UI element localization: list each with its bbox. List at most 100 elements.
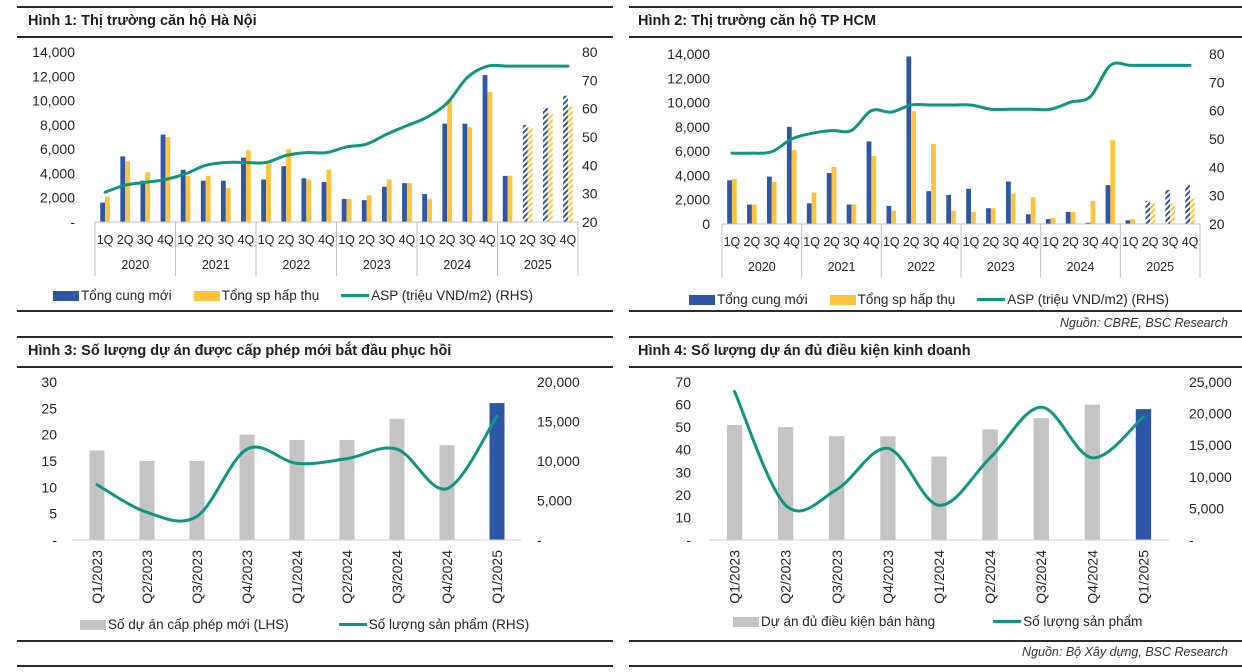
x-tick-quarter: Q3/2024 (1033, 550, 1049, 604)
bar-absorbed (266, 163, 271, 222)
bar-absorbed (125, 161, 131, 222)
bar-supply (966, 188, 971, 224)
bar-absorbed (427, 198, 432, 222)
x-tick-year: 2022 (907, 260, 935, 274)
legend-item-products: Số lượng sản phẩm (993, 614, 1142, 629)
x-tick-quarter: 4Q (399, 233, 416, 247)
bar-supply (563, 95, 568, 222)
x-tick-quarter: 2Q (744, 235, 761, 249)
y-tick-left: 10,000 (667, 95, 710, 111)
x-tick-quarter: 1Q (1122, 235, 1139, 249)
bar-supply (482, 75, 488, 222)
bar (89, 450, 105, 540)
y-tick-left: 0 (702, 216, 710, 232)
x-tick-quarter: 4Q (479, 233, 496, 247)
x-tick-year: 2025 (1146, 260, 1174, 274)
x-tick-quarter: 1Q (724, 235, 741, 249)
fig2-title: Hình 2: Thị trường căn hộ TP HCM (638, 13, 877, 29)
source-cbre: Nguồn: CBRE, BSC Research (1059, 316, 1228, 330)
x-tick-quarter: Q1/2023 (89, 550, 105, 604)
fig1-bottom-rule (17, 310, 613, 312)
legend-label: Tổng cung mới (717, 292, 808, 307)
y-tick-left: 15 (41, 453, 57, 469)
bar-supply (542, 107, 548, 222)
bar-supply (866, 141, 872, 224)
x-tick-quarter: Q1/2025 (489, 550, 505, 604)
x-tick-quarter: Q1/2024 (289, 550, 305, 604)
x-tick-quarter: 1Q (963, 235, 980, 249)
legend-swatch-blue (53, 290, 79, 301)
fig3-legend: Số dự án cấp phép mới (LHS) Số lượng sản… (80, 617, 551, 632)
y-tick-right: 30 (582, 186, 598, 202)
y-tick-right: 70 (1209, 74, 1225, 90)
bar-absorbed (1050, 217, 1056, 224)
bar-absorbed (105, 196, 110, 222)
bar-supply (241, 157, 246, 222)
bar-supply (1145, 200, 1151, 224)
y-tick-left: 6,000 (675, 143, 710, 159)
y-tick-left: 14,000 (667, 46, 710, 62)
bar-absorbed (931, 143, 936, 224)
x-tick-quarter: 2Q (439, 233, 456, 247)
legend-label: ASP (triệu VND/m2) (RHS) (1007, 292, 1170, 307)
bar-absorbed (791, 149, 797, 224)
products-line (95, 414, 499, 523)
bar (439, 445, 455, 540)
x-tick-quarter: Q4/2024 (439, 550, 455, 604)
bar-supply (160, 134, 166, 222)
x-tick-quarter: Q2/2024 (339, 550, 355, 604)
bar-supply (261, 179, 267, 222)
legend-swatch-blue (689, 294, 715, 305)
bar-absorbed (951, 210, 956, 224)
legend-item-supply: Tổng cung mới (53, 288, 172, 303)
y-tick-left: 2,000 (40, 190, 75, 206)
x-tick-year: 2025 (524, 258, 552, 272)
top-rule-right (629, 6, 1242, 8)
fig4-title: Hình 4: Số lượng dự án đủ điều kiện kinh… (638, 343, 971, 359)
legend-item-eligible: Dự án đủ điều kiện bán hàng (733, 614, 935, 629)
bar-absorbed (386, 179, 392, 222)
legend-swatch-gray (80, 619, 106, 630)
x-tick-quarter: Q1/2023 (727, 550, 743, 604)
bar-absorbed (1130, 219, 1136, 224)
x-tick-quarter: Q4/2023 (880, 550, 896, 604)
fig1-title: Hình 1: Thị trường căn hộ Hà Nội (28, 13, 257, 29)
y-tick-left: 8,000 (675, 119, 710, 135)
y-tick-left: 14,000 (32, 44, 75, 60)
bar-supply (422, 194, 428, 222)
y-tick-left: 30 (675, 464, 691, 480)
bar-absorbed (1070, 211, 1076, 224)
y-tick-left: 12,000 (667, 70, 710, 86)
mid-rule-left (17, 336, 613, 338)
y-tick-left: 70 (675, 374, 691, 390)
x-tick-quarter: Q3/2023 (829, 550, 845, 604)
legend-label: Số lượng sản phẩm (1023, 614, 1143, 629)
bar-supply (341, 198, 347, 222)
bar-supply (1125, 220, 1131, 224)
bar-absorbed (145, 172, 151, 222)
y-tick-left: 10 (675, 509, 691, 525)
bar (1033, 418, 1049, 540)
bar-absorbed (771, 181, 777, 224)
fig3-bottom-rule (17, 640, 613, 642)
y-tick-left: 12,000 (32, 68, 75, 84)
legend-swatch-teal-line (993, 620, 1022, 623)
x-tick-quarter: 4Q (318, 233, 335, 247)
bar-supply (926, 191, 932, 224)
x-tick-quarter: Q4/2023 (239, 550, 255, 604)
bar (139, 461, 155, 540)
x-tick-year: 2023 (987, 260, 1015, 274)
x-tick-quarter: 1Q (258, 233, 275, 247)
x-tick-quarter: 1Q (883, 235, 900, 249)
bar-absorbed (1030, 197, 1036, 224)
bar-supply (986, 208, 991, 224)
x-tick-quarter: 3Q (1162, 235, 1179, 249)
legend-label: Tổng cung mới (81, 288, 172, 303)
x-tick-quarter: 4Q (238, 233, 255, 247)
x-tick-quarter: 4Q (943, 235, 960, 249)
x-tick-quarter: 1Q (338, 233, 355, 247)
bar-supply (200, 180, 206, 222)
x-tick-quarter: Q1/2024 (931, 550, 947, 604)
bar-supply (120, 156, 126, 222)
x-tick-year: 2020 (748, 260, 776, 274)
